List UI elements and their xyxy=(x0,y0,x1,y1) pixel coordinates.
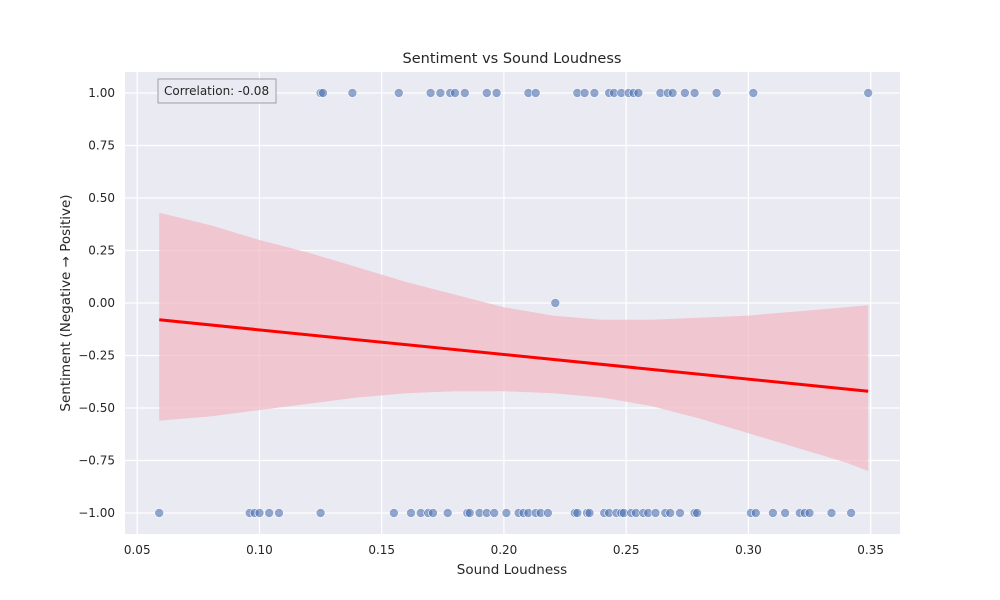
chart-title: Sentiment vs Sound Loudness xyxy=(403,51,622,67)
data-point xyxy=(768,508,778,518)
data-point xyxy=(750,508,761,518)
y-tick-label: −0.25 xyxy=(78,349,115,363)
data-point xyxy=(589,88,600,98)
data-point xyxy=(748,88,759,98)
regression-line-layer xyxy=(159,318,869,393)
data-point xyxy=(501,508,512,518)
regression-line xyxy=(159,318,869,393)
y-tick-label: 0.25 xyxy=(88,244,115,258)
y-tick-label: −0.50 xyxy=(78,401,115,415)
data-point xyxy=(435,88,446,98)
data-point xyxy=(863,88,874,98)
data-point xyxy=(318,88,328,98)
data-point xyxy=(442,508,453,518)
data-point xyxy=(846,508,856,518)
data-point xyxy=(154,508,164,518)
data-point xyxy=(550,298,561,308)
data-point xyxy=(481,88,492,98)
y-tick-label: −0.75 xyxy=(78,454,115,468)
data-point xyxy=(543,508,553,518)
data-point xyxy=(804,508,815,518)
data-point xyxy=(633,88,644,98)
points-layer xyxy=(154,88,874,518)
data-point xyxy=(315,508,326,518)
x-tick-label: 0.25 xyxy=(613,543,640,557)
annotation-box xyxy=(157,78,277,104)
y-tick-label: 0.75 xyxy=(88,139,115,153)
data-point xyxy=(491,88,502,98)
data-point xyxy=(711,88,722,98)
data-point xyxy=(274,508,284,518)
data-point xyxy=(780,508,790,518)
x-axis-label: Sound Loudness xyxy=(457,562,567,578)
data-point xyxy=(826,508,837,518)
data-point xyxy=(572,508,583,518)
data-point xyxy=(459,88,470,98)
data-point xyxy=(393,88,404,98)
y-tick-label: 1.00 xyxy=(88,86,115,100)
data-point xyxy=(665,508,676,518)
ticks-layer: 0.05 0.10 0.15 0.20 0.25 0.30 0.35 1.00 0.75 0.50… xyxy=(78,86,884,557)
data-point xyxy=(254,508,265,518)
data-point xyxy=(428,508,438,518)
data-point xyxy=(530,88,541,98)
data-point xyxy=(650,508,661,518)
data-point xyxy=(489,508,500,518)
confidence-band-layer xyxy=(159,212,869,471)
data-point xyxy=(689,88,700,98)
data-point xyxy=(450,88,460,98)
data-point xyxy=(389,508,399,518)
data-point xyxy=(667,88,678,98)
annotation-text: Correlation: -0.08 xyxy=(164,84,269,98)
data-point xyxy=(692,508,702,518)
y-tick-label: −1.00 xyxy=(78,506,115,520)
confidence-band xyxy=(159,212,869,471)
data-point xyxy=(264,508,275,518)
data-point xyxy=(425,88,436,98)
data-point xyxy=(464,508,475,518)
x-tick-label: 0.10 xyxy=(246,543,273,557)
data-point xyxy=(584,508,595,518)
y-tick-label: 0.50 xyxy=(88,191,115,205)
correlation-annotation: Correlation: -0.08 xyxy=(157,78,277,104)
data-point xyxy=(675,508,685,518)
x-tick-label: 0.05 xyxy=(124,543,151,557)
data-point xyxy=(406,508,416,518)
x-tick-label: 0.15 xyxy=(368,543,395,557)
data-point xyxy=(579,88,590,98)
x-tick-label: 0.30 xyxy=(735,543,762,557)
data-point xyxy=(347,88,358,98)
x-tick-label: 0.35 xyxy=(857,543,884,557)
x-tick-label: 0.20 xyxy=(491,543,518,557)
y-tick-label: 0.00 xyxy=(88,296,115,310)
y-axis-label: Sentiment (Negative → Positive) xyxy=(58,194,74,411)
data-point xyxy=(680,88,690,98)
